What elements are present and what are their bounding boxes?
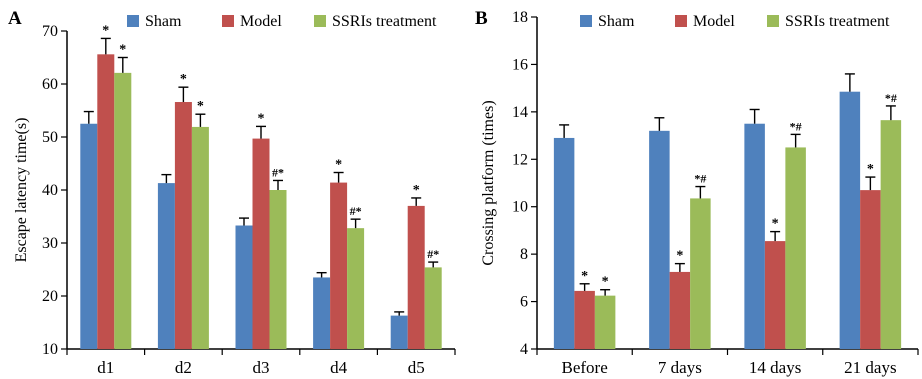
panel-letter: A (8, 8, 22, 29)
bar (97, 54, 115, 349)
panel-b-crossing-platform-chart: B 4 6 8 10 12 14 16 18 Crossing platform (times) B… (475, 8, 919, 377)
legend-label: SSRIs treatment (785, 13, 890, 30)
significance-label: * (258, 111, 265, 126)
panel-a-escape-latency-chart: A 10 20 30 40 50 60 70 Escape latency time(s) d1 *… (8, 8, 456, 377)
bar (407, 205, 425, 349)
legend-swatch (675, 15, 687, 27)
x-category-label: 7 days (658, 358, 702, 377)
bar (252, 138, 270, 349)
significance-label: * (867, 162, 874, 177)
bar (157, 183, 175, 349)
y-tick-label: 10 (42, 341, 58, 358)
significance-label: * (413, 183, 420, 198)
x-category-label: d1 (97, 358, 114, 377)
y-tick-label: 40 (42, 182, 58, 199)
y-tick-label: 14 (512, 104, 528, 121)
bar (553, 137, 575, 349)
bar (880, 120, 902, 350)
bar (313, 277, 331, 349)
legend-swatch (314, 15, 326, 27)
bar (574, 290, 595, 349)
x-category-label: d2 (175, 358, 192, 377)
y-axis-label: Escape latency time(s) (13, 118, 30, 263)
significance-label: * (676, 249, 683, 264)
bar (174, 102, 192, 350)
x-category-label: Before (561, 358, 607, 377)
significance-label: *# (694, 172, 706, 186)
y-tick-label: 16 (512, 56, 528, 73)
significance-label: * (335, 158, 342, 173)
significance-label: * (602, 275, 609, 290)
bar (114, 72, 132, 350)
bar (390, 315, 408, 349)
legend-swatch (222, 15, 234, 27)
significance-label: * (581, 269, 588, 284)
significance-label: #* (350, 204, 362, 218)
bar (347, 228, 365, 349)
bar (330, 182, 348, 349)
significance-label: #* (427, 247, 439, 261)
bar (235, 225, 253, 349)
significance-label: #* (272, 165, 284, 179)
bar (80, 123, 98, 349)
bar (191, 126, 209, 350)
significance-label: * (119, 43, 126, 58)
x-category-label: 14 days (749, 358, 801, 377)
y-tick-label: 18 (512, 9, 528, 26)
significance-label: *# (790, 119, 802, 133)
significance-label: *# (885, 91, 897, 105)
legend-label: Model (240, 13, 282, 30)
bar (669, 271, 691, 349)
significance-label: * (180, 72, 187, 87)
bar (269, 190, 287, 349)
legend-label: SSRIs treatment (332, 13, 437, 30)
y-tick-label: 70 (42, 23, 58, 40)
bar (690, 198, 711, 349)
y-tick-label: 30 (42, 235, 58, 252)
y-tick-label: 6 (520, 294, 528, 311)
bar (860, 190, 881, 349)
bar (594, 295, 616, 349)
legend-label: Sham (145, 13, 182, 30)
y-tick-label: 60 (42, 76, 58, 93)
x-category-label: d5 (408, 358, 425, 377)
legend-swatch (580, 15, 592, 27)
legend-label: Model (693, 13, 735, 30)
significance-label: * (772, 217, 779, 232)
significance-label: * (197, 99, 204, 114)
y-axis-label: Crossing platform (times) (480, 100, 497, 265)
legend-label: Sham (598, 13, 635, 30)
bar (764, 241, 786, 349)
y-tick-label: 4 (520, 341, 528, 358)
legend-swatch (127, 15, 139, 27)
x-category-label: d3 (253, 358, 270, 377)
bar (785, 147, 806, 349)
bar (839, 91, 861, 349)
y-tick-label: 12 (512, 151, 528, 168)
y-tick-label: 50 (42, 129, 58, 146)
y-tick-label: 8 (520, 246, 528, 263)
x-category-label: 21 days (844, 358, 896, 377)
y-tick-label: 20 (42, 288, 58, 305)
legend-swatch (767, 15, 779, 27)
significance-label: * (102, 23, 109, 38)
bar (744, 123, 765, 349)
panel-letter: B (475, 8, 488, 29)
x-category-label: d4 (330, 358, 348, 377)
bar (424, 267, 442, 349)
bar (649, 130, 670, 349)
y-tick-label: 10 (512, 199, 528, 216)
